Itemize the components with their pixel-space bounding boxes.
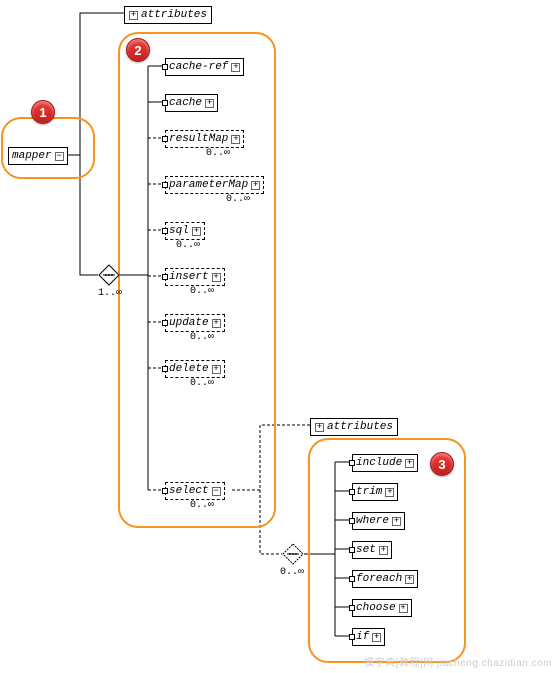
badge-3-label: 3 [438,457,445,472]
attributes-mapper-label: attributes [141,9,207,21]
node-insert: insert + [165,268,225,286]
node-choose: choose + [352,599,412,617]
plus-icon: + [192,227,201,236]
node-include: include + [352,454,418,472]
plus-icon: + [231,63,240,72]
node-update: update + [165,314,225,332]
plus-icon: + [379,546,388,555]
badge-3: 3 [430,452,454,476]
node-cache-ref-label: cache-ref [169,61,228,73]
watermark-text: 摸字典[教程]网 jiacheng.chazidian.com [364,654,552,669]
node-choose-label: choose [356,602,396,614]
plus-icon: + [129,11,138,20]
plus-icon: + [212,365,221,374]
node-cache-label: cache [169,97,202,109]
node-include-label: include [356,457,402,469]
node-delete-label: delete [169,363,209,375]
attributes-select-label: attributes [327,421,393,433]
badge-2: 2 [126,38,150,62]
mult-parametermap: 0..∞ [226,194,250,205]
node-mapper: mapper − [8,147,68,165]
node-parametermap-label: parameterMap [169,179,248,191]
plus-icon: + [231,135,240,144]
badge-1: 1 [31,100,55,124]
node-resultmap-label: resultMap [169,133,228,145]
connector-lines [0,0,556,673]
plus-icon: + [399,604,408,613]
mult-sql: 0..∞ [176,240,200,251]
node-sql-label: sql [169,225,189,237]
plus-icon: + [251,181,260,190]
node-resultmap: resultMap + [165,130,244,148]
plus-icon: + [205,99,214,108]
node-where: where + [352,512,405,530]
minus-icon: − [55,152,64,161]
node-foreach: foreach + [352,570,418,588]
choice1-mult: 1..∞ [98,288,122,299]
attributes-select: + attributes [310,418,398,436]
mult-update: 0..∞ [190,332,214,343]
node-trim: trim + [352,483,398,501]
choice-compositor-2 [282,543,304,565]
node-delete: delete + [165,360,225,378]
plus-icon: + [405,459,414,468]
plus-icon: + [372,633,381,642]
node-select-label: select [169,485,209,497]
choice2-mult: 0..∞ [280,567,304,578]
choice-compositor-1 [98,264,120,286]
plus-icon: + [392,517,401,526]
node-set-label: set [356,544,376,556]
node-insert-label: insert [169,271,209,283]
mult-insert: 0..∞ [190,286,214,297]
plus-icon: + [315,423,324,432]
node-set: set + [352,541,392,559]
plus-icon: + [385,488,394,497]
node-if: if + [352,628,385,646]
badge-2-label: 2 [134,43,141,58]
node-cache: cache + [165,94,218,112]
mult-select: 0..∞ [190,500,214,511]
attributes-mapper: + attributes [124,6,212,24]
node-trim-label: trim [356,486,382,498]
plus-icon: + [212,273,221,282]
node-sql: sql + [165,222,205,240]
minus-icon: − [212,487,221,496]
node-where-label: where [356,515,389,527]
node-parametermap: parameterMap + [165,176,264,194]
node-cache-ref: cache-ref + [165,58,244,76]
node-if-label: if [356,631,369,643]
mult-delete: 0..∞ [190,378,214,389]
node-mapper-label: mapper [12,150,52,162]
node-foreach-label: foreach [356,573,402,585]
node-select: select − [165,482,225,500]
mult-resultmap: 0..∞ [206,148,230,159]
plus-icon: + [212,319,221,328]
plus-icon: + [405,575,414,584]
badge-1-label: 1 [39,105,46,120]
node-update-label: update [169,317,209,329]
